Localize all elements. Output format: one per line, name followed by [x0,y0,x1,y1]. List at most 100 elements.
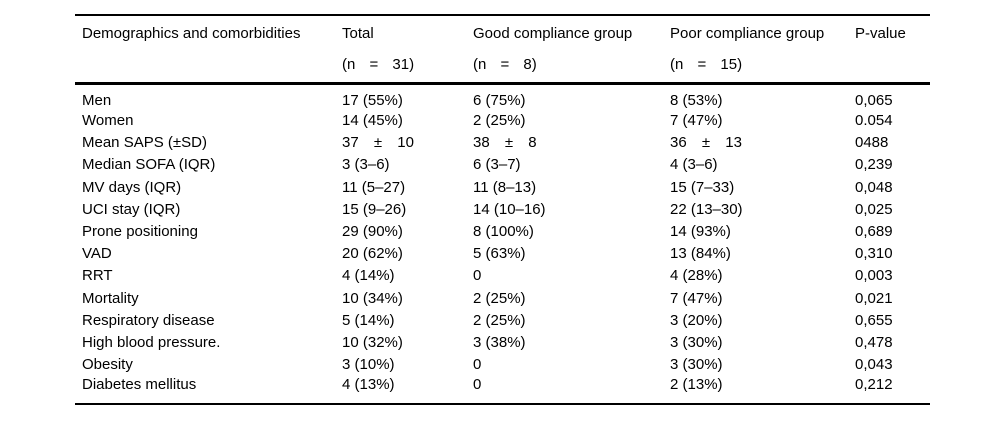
table-cell: 2 (13%) [670,376,723,394]
table-cell: 3 (38%) [473,333,526,351]
table-cell: 5 (63%) [473,245,526,263]
table-row: Median SOFA (IQR) 3 (3–6) 6 (3–7) 4 (3–6) 0,… [75,154,930,176]
table-cell: 0,025 [855,200,893,218]
table-cell: 0 [473,267,482,285]
table-cell: 14 (10–16) [473,200,546,218]
table-cell: 7 (47%) [670,112,723,130]
table-cell: 0.054 [855,112,893,130]
column-title: Poor compliance group [670,25,825,42]
column-subtitle-n: (n = 15) [670,56,743,73]
table-row: UCI stay (IQR) 15 (9–26) 14 (10–16) 22 (13–… [75,199,930,221]
table-cell: 0,212 [855,376,893,394]
table-cell: 3 (30%) [670,333,723,351]
row-label: Median SOFA (IQR) [82,156,216,174]
table-cell: 5 (14%) [342,311,395,329]
column-header-total: Total (n = 31) [335,15,466,84]
table-cell: 10 (32%) [342,333,403,351]
table-cell: 14 (93%) [670,223,731,241]
column-title: Total [342,25,374,42]
table-cell: 22 (13–30) [670,200,743,218]
row-label: Prone positioning [82,223,198,241]
row-label: Men [82,92,112,109]
table-cell: 0,478 [855,333,893,351]
column-title: P-value [855,25,906,42]
column-header-demographics: Demographics and comorbidities [75,15,335,84]
table-cell: 13 (84%) [670,245,731,263]
table-cell: 0,239 [855,156,893,174]
table-cell: 0,021 [855,289,893,307]
column-header-pvalue: P-value [848,15,930,84]
table-cell: 4 (13%) [342,376,395,394]
table-cell: 0 [473,356,482,374]
row-label: UCI stay (IQR) [82,200,181,218]
table-cell: 3 (30%) [670,356,723,374]
column-title: Good compliance group [473,25,633,42]
table-cell: 4 (28%) [670,267,723,285]
table-cell: 0,065 [855,92,893,109]
table-container: Demographics and comorbidities Total (n … [75,14,930,406]
table-cell: 29 (90%) [342,223,403,241]
row-label: MV days (IQR) [82,178,182,196]
table-body: Men 17 (55%) 6 (75%) 8 (53%) 0,065 Women 14 (4… [75,84,930,405]
column-header-poor-compliance: Poor compliance group (n = 15) [663,15,848,84]
table-cell: 6 (75%) [473,92,526,109]
table-cell: 2 (25%) [473,311,526,329]
table-cell: 15 (7–33) [670,178,735,196]
table-row: High blood pressure. 10 (32%) 3 (38%) 3 (30… [75,332,930,354]
row-label: Diabetes mellitus [82,376,197,394]
table-cell: 0,003 [855,267,893,285]
table-cell: 4 (14%) [342,267,395,285]
table-cell: 0 [473,376,482,394]
row-label: Respiratory disease [82,311,215,329]
row-label: Obesity [82,356,133,374]
table-cell: 0,310 [855,245,893,263]
table-cell: 37 ± 10 [342,134,414,152]
table-cell: 0,048 [855,178,893,196]
table-row: Obesity 3 (10%) 0 3 (30%) 0,043 [75,354,930,376]
table-row: Men 17 (55%) 6 (75%) 8 (53%) 0,065 [75,84,930,111]
table-cell: 2 (25%) [473,289,526,307]
table-cell: 15 (9–26) [342,200,407,218]
table-row: Diabetes mellitus 4 (13%) 0 2 (13%) 0,212 [75,376,930,404]
table-row: Mean SAPS (±SD) 37 ± 10 38 ± 8 36 ± 13 0488 [75,132,930,154]
table-row: Respiratory disease 5 (14%) 2 (25%) 3 (20%)… [75,310,930,332]
table-cell: 7 (47%) [670,289,723,307]
row-label: High blood pressure. [82,333,221,351]
table-row: Mortality 10 (34%) 2 (25%) 7 (47%) 0,021 [75,288,930,310]
table-cell: 6 (3–7) [473,156,521,174]
table-cell: 11 (5–27) [342,178,406,196]
table-cell: 11 (8–13) [473,178,537,196]
table-row: Women 14 (45%) 2 (25%) 7 (47%) 0.054 [75,110,930,132]
table-cell: 10 (34%) [342,289,403,307]
demographics-table: Demographics and comorbidities Total (n … [75,14,930,406]
table-header: Demographics and comorbidities Total (n … [75,15,930,84]
table-cell: 0488 [855,134,889,152]
column-subtitle-n: (n = 31) [342,56,415,73]
table-cell: 0,689 [855,223,893,241]
table-row: RRT 4 (14%) 0 4 (28%) 0,003 [75,265,930,287]
table-cell: 36 ± 13 [670,134,742,152]
table-cell: 3 (10%) [342,356,395,374]
header-row: Demographics and comorbidities Total (n … [75,15,930,84]
row-label: RRT [82,267,113,285]
table-cell: 3 (20%) [670,311,723,329]
table-cell: 4 (3–6) [670,156,718,174]
column-subtitle-n: (n = 8) [473,56,537,73]
table-row: MV days (IQR) 11 (5–27) 11 (8–13) 15 (7–33)… [75,177,930,199]
table-cell: 0,655 [855,311,893,329]
table-row: VAD 20 (62%) 5 (63%) 13 (84%) 0,310 [75,243,930,265]
row-label: Mean SAPS (±SD) [82,134,207,152]
table-cell: 2 (25%) [473,112,526,130]
table-cell: 3 (3–6) [342,156,390,174]
table-cell: 8 (53%) [670,92,723,109]
table-cell: 20 (62%) [342,245,403,263]
table-cell: 8 (100%) [473,223,534,241]
table-cell: 17 (55%) [342,92,403,109]
table-cell: 14 (45%) [342,112,403,130]
column-title: Demographics and comorbidities [82,25,301,42]
table-cell: 0,043 [855,356,893,374]
row-label: VAD [82,245,112,263]
table-cell: 38 ± 8 [473,134,537,152]
table-row: Prone positioning 29 (90%) 8 (100%) 14 (93%… [75,221,930,243]
